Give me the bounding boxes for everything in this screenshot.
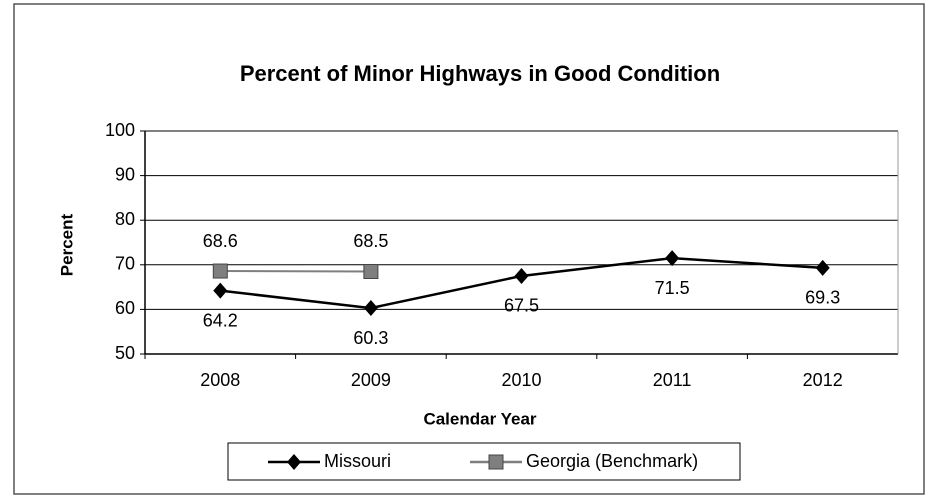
y-tick-label: 70 bbox=[115, 254, 135, 274]
y-tick-label: 80 bbox=[115, 209, 135, 229]
x-tick-label: 2008 bbox=[200, 370, 240, 390]
x-tick-label: 2009 bbox=[351, 370, 391, 390]
y-tick-label: 60 bbox=[115, 298, 135, 318]
x-axis-title: Calendar Year bbox=[423, 409, 536, 428]
data-label: 67.5 bbox=[504, 296, 539, 316]
marker bbox=[287, 454, 301, 470]
chart-frame bbox=[13, 3, 925, 495]
data-label: 71.5 bbox=[655, 278, 690, 298]
y-tick-label: 100 bbox=[105, 120, 135, 140]
data-label: 68.5 bbox=[353, 231, 388, 251]
legend-label: Missouri bbox=[324, 451, 391, 471]
data-label: 64.2 bbox=[203, 310, 238, 330]
x-tick-label: 2010 bbox=[501, 370, 541, 390]
chart-title: Percent of Minor Highways in Good Condit… bbox=[240, 61, 720, 86]
marker bbox=[363, 300, 378, 317]
marker bbox=[514, 267, 529, 284]
data-label: 60.3 bbox=[353, 328, 388, 348]
legend-label: Georgia (Benchmark) bbox=[526, 451, 698, 471]
data-label: 69.3 bbox=[805, 288, 840, 308]
y-tick-label: 90 bbox=[115, 164, 135, 184]
data-label: 68.6 bbox=[203, 231, 238, 251]
marker bbox=[212, 263, 228, 279]
marker bbox=[363, 263, 379, 279]
y-tick-label: 50 bbox=[115, 343, 135, 363]
x-tick-label: 2012 bbox=[803, 370, 843, 390]
marker bbox=[488, 454, 504, 470]
marker bbox=[815, 259, 830, 276]
marker bbox=[665, 250, 680, 267]
marker bbox=[213, 282, 228, 299]
x-tick-label: 2011 bbox=[653, 370, 692, 390]
y-axis-title: Percent bbox=[57, 213, 76, 276]
